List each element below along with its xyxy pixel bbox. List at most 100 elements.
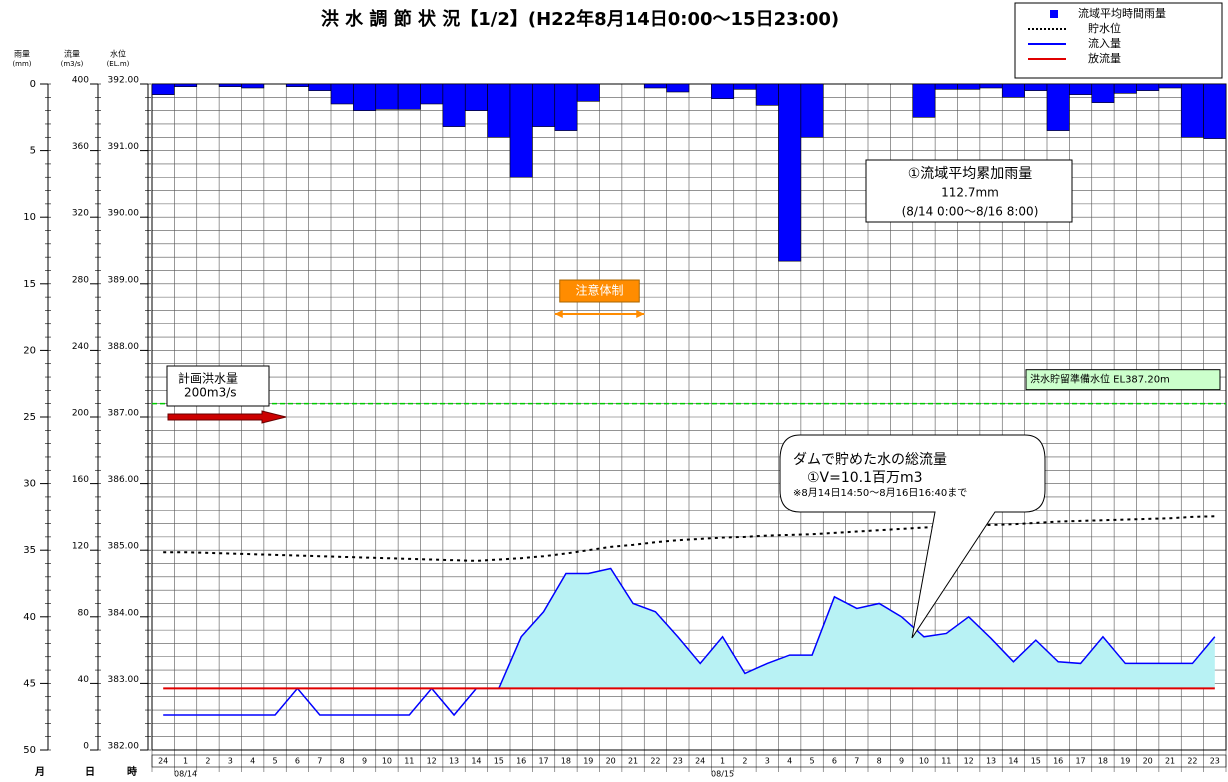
x-tick-label: 5 bbox=[810, 757, 815, 766]
x-tick-label: 11 bbox=[404, 757, 414, 766]
y2-tick-label: 80 bbox=[78, 608, 90, 618]
y2-tick-label: 240 bbox=[72, 342, 89, 352]
x-tick-label: 2 bbox=[205, 757, 210, 766]
y-tick-label: 50 bbox=[23, 745, 36, 756]
rain-bar bbox=[800, 83, 824, 138]
alert-head bbox=[554, 310, 563, 318]
x-tick-label: 3 bbox=[228, 757, 233, 766]
x-tick-label: 17 bbox=[538, 757, 548, 766]
rain-bar bbox=[308, 83, 332, 91]
axis-header: 雨量 bbox=[14, 50, 30, 59]
rain-bar bbox=[576, 83, 600, 102]
x-tick-label: 19 bbox=[583, 757, 593, 766]
rain-bar bbox=[420, 83, 444, 105]
x-tick-label: 23 bbox=[673, 757, 683, 766]
y2-tick-label: 200 bbox=[72, 409, 89, 419]
y-tick-label: 5 bbox=[30, 146, 36, 157]
alert-box bbox=[559, 279, 640, 303]
y2-tick-label: 120 bbox=[72, 542, 89, 552]
storage-area bbox=[163, 568, 1215, 689]
rain-bar bbox=[1158, 83, 1182, 89]
x-tick-label: 10 bbox=[382, 757, 392, 766]
x-tick-label: 14 bbox=[471, 757, 481, 766]
callout-text: ①V=10.1百万m3 bbox=[807, 470, 923, 486]
x-tick-label: 9 bbox=[899, 757, 904, 766]
callout-text: ※8月14日14:50～8月16日16:40まで bbox=[793, 487, 967, 499]
x-tick-label: 4 bbox=[250, 757, 255, 766]
axis-header: 流量 bbox=[64, 49, 80, 59]
x-tick-label: 18 bbox=[1098, 757, 1108, 766]
y3-tick-label: 383.00 bbox=[108, 675, 140, 685]
plan-flood-arrow bbox=[167, 410, 287, 424]
y3-tick-label: 389.00 bbox=[108, 275, 140, 285]
x-tick-label: 11 bbox=[941, 757, 951, 766]
y-tick-label: 45 bbox=[23, 678, 36, 689]
x-tick-label: 1 bbox=[720, 757, 725, 766]
legend-box bbox=[1014, 2, 1223, 79]
alert-label: 注意体制 bbox=[575, 283, 623, 298]
rain-bar bbox=[1046, 83, 1070, 131]
y3-tick-label: 391.00 bbox=[108, 142, 140, 152]
x-tick-label: 21 bbox=[628, 757, 638, 766]
rain-bar bbox=[241, 83, 265, 89]
rain-bar bbox=[464, 83, 488, 111]
y2-tick-label: 160 bbox=[72, 475, 89, 485]
x-tick-label: 24 bbox=[695, 757, 705, 766]
x-tick-label: 7 bbox=[854, 757, 859, 766]
x-tick-label: 12 bbox=[427, 757, 437, 766]
rain-bar bbox=[1091, 83, 1115, 103]
x-tick-label: 16 bbox=[516, 757, 526, 766]
y-tick-label: 35 bbox=[23, 545, 36, 556]
rain-bar bbox=[778, 83, 802, 262]
y3-tick-label: 384.00 bbox=[108, 608, 140, 618]
x-tick-label: 20 bbox=[1143, 757, 1153, 766]
callout-bubble bbox=[779, 434, 1046, 639]
y2-tick-label: 400 bbox=[72, 76, 89, 86]
rain-total-text: (8/14 0:00～8/16 8:00) bbox=[902, 205, 1039, 219]
x-tick-label: 12 bbox=[964, 757, 974, 766]
rain-bar bbox=[1024, 83, 1048, 91]
flow-line bbox=[163, 567, 1216, 717]
x-tick-label: 9 bbox=[362, 757, 367, 766]
y-tick-label: 20 bbox=[23, 345, 36, 356]
rain-bar bbox=[442, 83, 466, 127]
rain-bar bbox=[218, 83, 242, 87]
x-tick-label: 8 bbox=[340, 757, 345, 766]
bottom-header: 日 bbox=[85, 766, 95, 778]
y2-tick-label: 360 bbox=[72, 142, 89, 152]
x-tick-label: 19 bbox=[1120, 757, 1130, 766]
legend-label: 貯水位 bbox=[1088, 21, 1121, 35]
rain-bar bbox=[1203, 83, 1227, 139]
axis-unit: (EL.m) bbox=[107, 60, 130, 68]
rain-bar bbox=[666, 83, 690, 93]
x-tick-label: 2 bbox=[742, 757, 747, 766]
y-tick-label: 10 bbox=[23, 212, 36, 223]
y3-tick-label: 388.00 bbox=[108, 342, 140, 352]
reference-label: 洪水貯留準備水位 EL387.20m bbox=[1030, 373, 1170, 386]
axis-unit: (m3/s) bbox=[61, 60, 84, 68]
y-tick-label: 15 bbox=[23, 279, 36, 290]
x-tick-label: 6 bbox=[832, 757, 837, 766]
y-tick-label: 40 bbox=[23, 612, 36, 623]
x-tick-label: 18 bbox=[561, 757, 571, 766]
x-tick-label: 13 bbox=[449, 757, 459, 766]
axis-header: 水位 bbox=[110, 49, 126, 59]
hour-row bbox=[151, 754, 1227, 768]
x-tick-label: 22 bbox=[1187, 757, 1197, 766]
x-tick-label: 14 bbox=[1008, 757, 1018, 766]
rain-bar bbox=[1113, 83, 1137, 94]
rain-total-text: 112.7mm bbox=[941, 186, 999, 200]
y2-tick-label: 0 bbox=[83, 742, 89, 752]
y3-tick-label: 386.00 bbox=[108, 475, 140, 485]
rain-bar bbox=[375, 83, 399, 110]
x-tick-label: 8 bbox=[877, 757, 882, 766]
x-tick-label: 6 bbox=[295, 757, 300, 766]
x-tick-label: 15 bbox=[494, 757, 504, 766]
x-tick-label: 17 bbox=[1075, 757, 1085, 766]
rain-bar bbox=[1136, 83, 1160, 91]
rain-bar bbox=[174, 83, 198, 87]
rain-bar bbox=[532, 83, 556, 127]
y3-tick-label: 392.00 bbox=[108, 76, 140, 86]
plan-flood-label: 計画洪水量 bbox=[178, 371, 238, 386]
rain-bar bbox=[1069, 83, 1093, 95]
